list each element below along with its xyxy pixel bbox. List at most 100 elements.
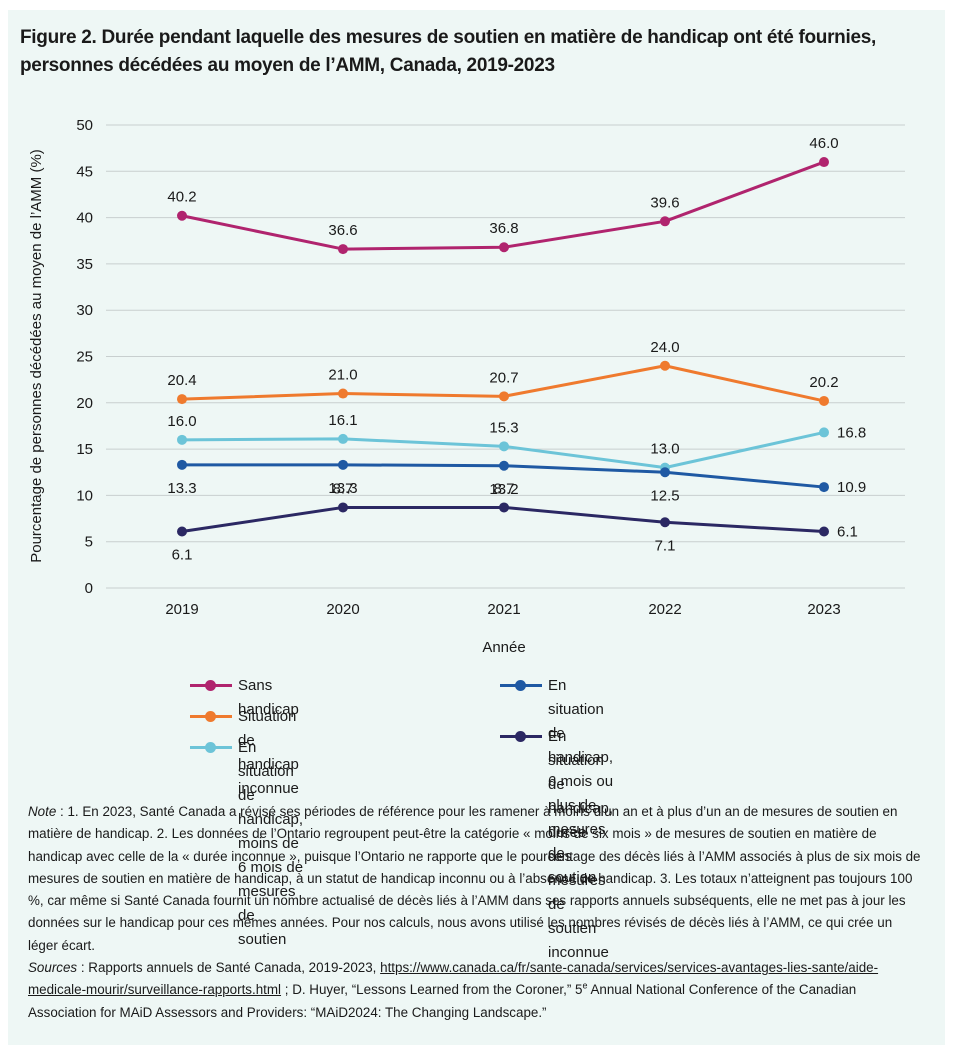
data-label: 13.3 <box>328 480 357 497</box>
legend-label-line-2: 6 mois de mesures de soutien <box>238 859 304 948</box>
data-point <box>499 242 509 253</box>
data-point <box>499 460 509 471</box>
data-point <box>177 210 187 221</box>
sources-mid: ; D. Huyer, “Lessons Learned from the Co… <box>281 982 583 998</box>
figure-card <box>8 10 945 1045</box>
legend-item-sans-handicap: Sans handicap <box>190 674 299 722</box>
legend-label: Situation de handicap inconnue <box>238 708 299 797</box>
data-point <box>177 459 187 470</box>
y-tick-label: 0 <box>85 580 93 597</box>
data-point <box>660 467 670 478</box>
data-label: 12.5 <box>650 487 679 504</box>
data-label: 10.9 <box>837 479 866 496</box>
data-label: 20.2 <box>809 374 838 391</box>
data-label: 21.0 <box>328 367 357 384</box>
data-point <box>338 459 348 470</box>
sources-label: Sources <box>28 960 78 976</box>
y-tick-label: 45 <box>76 163 93 180</box>
legend-item-duree-inconnue: En situation de handicap, durée des mesu… <box>500 725 613 965</box>
data-label: 13.3 <box>167 480 196 497</box>
data-point <box>338 388 348 399</box>
y-tick-label: 25 <box>76 349 93 366</box>
data-point <box>660 360 670 371</box>
data-point <box>499 502 509 513</box>
data-label: 8.7 <box>333 480 354 497</box>
legend-label: En situation de handicap, 6 mois ou plus… <box>548 677 614 814</box>
legend-marker-icon <box>190 705 232 729</box>
data-labels: 40.2 36.6 36.8 39.6 46.0 20.4 21.0 20.7 24.0 20.2… <box>167 135 866 563</box>
sources-link[interactable]: https://www.canada.ca/fr/sante-canada/se… <box>28 960 879 998</box>
y-tick-label: 50 <box>76 117 93 134</box>
figure-title: Figure 2. Durée pendant laquelle des mes… <box>20 27 876 76</box>
data-point <box>660 517 670 528</box>
legend-label: En situation de handicap, durée des mesu… <box>548 728 614 889</box>
data-label: 7.1 <box>655 537 676 554</box>
data-label: 39.6 <box>650 194 679 211</box>
sources-paragraph: Sources : Rapports annuels de Santé Cana… <box>28 957 923 1024</box>
gridlines <box>106 124 905 589</box>
series-1 <box>177 360 829 406</box>
note-paragraph: Note : 1. En 2023, Santé Canada a révisé… <box>28 801 923 957</box>
data-point <box>177 394 187 405</box>
y-tick-label: 40 <box>76 210 93 227</box>
series-0 <box>177 157 829 255</box>
data-point <box>338 433 348 444</box>
data-point <box>338 502 348 513</box>
data-point <box>660 216 670 227</box>
data-point <box>338 244 348 255</box>
sources-prefix: : Rapports annuels de Santé Canada, 2019… <box>77 960 381 976</box>
series-layer <box>177 157 829 537</box>
y-tick-label: 30 <box>76 302 93 319</box>
y-tick-label: 20 <box>76 395 93 412</box>
x-axis-title: Année <box>482 639 525 656</box>
data-label: 6.1 <box>837 524 858 541</box>
data-label: 16.1 <box>328 412 357 429</box>
series-3 <box>177 459 829 493</box>
y-tick-label: 5 <box>85 534 93 551</box>
series-2 <box>177 427 829 473</box>
data-point <box>177 526 187 537</box>
legend-marker-icon <box>190 736 232 760</box>
legend-marker-icon <box>190 674 232 698</box>
notes-section: Note : 1. En 2023, Santé Canada a révisé… <box>28 801 923 1024</box>
data-point <box>819 157 829 168</box>
note-text: : 1. En 2023, Santé Canada a révisé ses … <box>28 804 921 953</box>
data-label: 13.0 <box>650 441 679 458</box>
y-axis-title: Pourcentage de personnes décédées au moy… <box>28 149 45 563</box>
data-label: 20.7 <box>489 369 518 386</box>
note-label: Note <box>28 804 57 819</box>
y-axis-ticks: 0 5 10 15 20 25 30 35 40 45 50 <box>76 117 93 597</box>
legend-marker-icon <box>500 725 542 749</box>
legend-label-line-2: mesures de soutien <box>548 821 606 886</box>
sources-sup: e <box>582 980 588 991</box>
data-label: 24.0 <box>650 339 679 356</box>
series-4 <box>177 502 829 537</box>
x-tick-label: 2022 <box>648 601 681 618</box>
legend-label: Sans handicap <box>238 677 299 718</box>
data-label: 36.6 <box>328 222 357 239</box>
x-tick-label: 2020 <box>326 601 359 618</box>
data-label: 8.7 <box>494 480 515 497</box>
x-tick-label: 2019 <box>165 601 198 618</box>
x-axis-ticks: 2019 2020 2021 2022 2023 <box>165 601 840 618</box>
data-label: 40.2 <box>167 189 196 206</box>
data-point <box>499 391 509 402</box>
data-point <box>819 526 829 537</box>
sources-end: Annual National Conference of the Canadi… <box>28 982 857 1020</box>
data-label: 36.8 <box>489 220 518 237</box>
data-label: 6.1 <box>172 547 193 564</box>
y-tick-label: 15 <box>76 441 93 458</box>
data-point <box>819 427 829 438</box>
legend-label: En situation de handicap, moins de <box>238 739 304 852</box>
data-label: 46.0 <box>809 135 838 152</box>
legend-item-moins-6-mois: En situation de handicap, moins de 6 moi… <box>190 736 303 952</box>
data-label: 15.3 <box>489 419 518 436</box>
legend-marker-icon <box>500 674 542 698</box>
y-tick-label: 35 <box>76 256 93 273</box>
data-label: 20.4 <box>167 372 196 389</box>
data-point <box>819 482 829 493</box>
y-tick-label: 10 <box>76 487 93 504</box>
legend-item-6-mois-ou-plus: En situation de handicap, 6 mois ou plus… <box>500 674 613 890</box>
legend-label-line-2: de soutien inconnue <box>548 896 609 961</box>
line-chart: 0 5 10 15 20 25 30 35 40 45 50 2019 2020 2021 2022 202… <box>28 117 905 656</box>
